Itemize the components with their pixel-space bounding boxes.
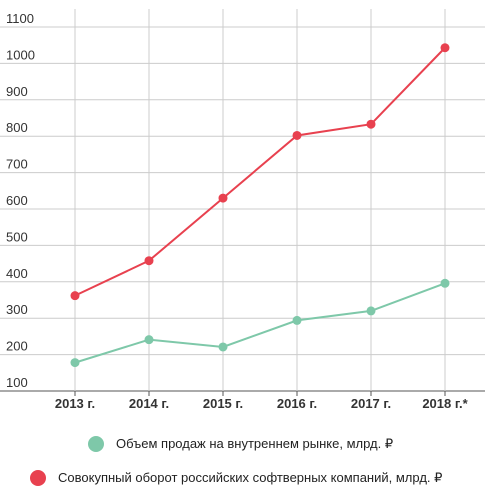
y-tick-label: 500 — [6, 229, 28, 244]
data-point-1-2 — [218, 193, 228, 203]
legend-marker-domestic-sales — [88, 436, 104, 452]
data-point-0-2 — [218, 342, 228, 352]
x-axis-ticks: 2013 г. 2014 г. 2015 г. 2016 г. 2017 г. 2018 … — [55, 396, 469, 411]
data-point-1-3 — [292, 130, 302, 140]
grid — [0, 9, 485, 396]
y-tick-label: 600 — [6, 193, 28, 208]
x-tick-label: 2017 г. — [351, 396, 391, 411]
series-points — [70, 43, 450, 368]
series-line-0 — [74, 282, 446, 364]
legend-label-total-turnover: Совокупный оборот российских софтверных … — [58, 470, 443, 485]
data-point-0-4 — [366, 306, 376, 316]
series-line-1 — [74, 47, 446, 297]
x-tick-label: 2015 г. — [203, 396, 243, 411]
y-tick-label: 300 — [6, 302, 28, 317]
series-lines — [74, 47, 446, 364]
y-tick-label: 400 — [6, 266, 28, 281]
y-tick-label: 100 — [6, 375, 28, 390]
legend-marker-total-turnover — [30, 470, 46, 486]
data-point-0-3 — [292, 315, 302, 325]
y-tick-label: 700 — [6, 157, 28, 172]
data-point-1-5 — [440, 43, 450, 53]
y-tick-label: 1000 — [6, 47, 35, 62]
data-point-1-0 — [70, 291, 80, 301]
data-point-0-1 — [144, 335, 154, 345]
data-point-1-4 — [366, 119, 376, 129]
y-tick-label: 800 — [6, 120, 28, 135]
y-axis-ticks: 100 200 300 400 500 600 700 800 900 1000 1100 — [6, 11, 35, 390]
data-point-0-5 — [440, 278, 450, 288]
legend-item-total-turnover: Совокупный оборот российских софтверных … — [30, 467, 480, 489]
y-tick-label: 1100 — [6, 11, 34, 26]
legend-item-domestic-sales: Объем продаж на внутреннем рынке, млрд. … — [88, 433, 485, 455]
y-tick-label: 900 — [6, 84, 28, 99]
data-point-0-0 — [70, 358, 80, 368]
x-tick-label: 2013 г. — [55, 396, 95, 411]
line-chart: 100 200 300 400 500 600 700 800 900 1000 1100 2013… — [0, 9, 485, 411]
legend-label-domestic-sales: Объем продаж на внутреннем рынке, млрд. … — [116, 436, 394, 451]
x-tick-label: 2014 г. — [129, 396, 169, 411]
data-point-1-1 — [144, 256, 154, 266]
y-tick-label: 200 — [6, 339, 28, 354]
x-tick-label: 2018 г.* — [422, 396, 468, 411]
x-tick-label: 2016 г. — [277, 396, 317, 411]
